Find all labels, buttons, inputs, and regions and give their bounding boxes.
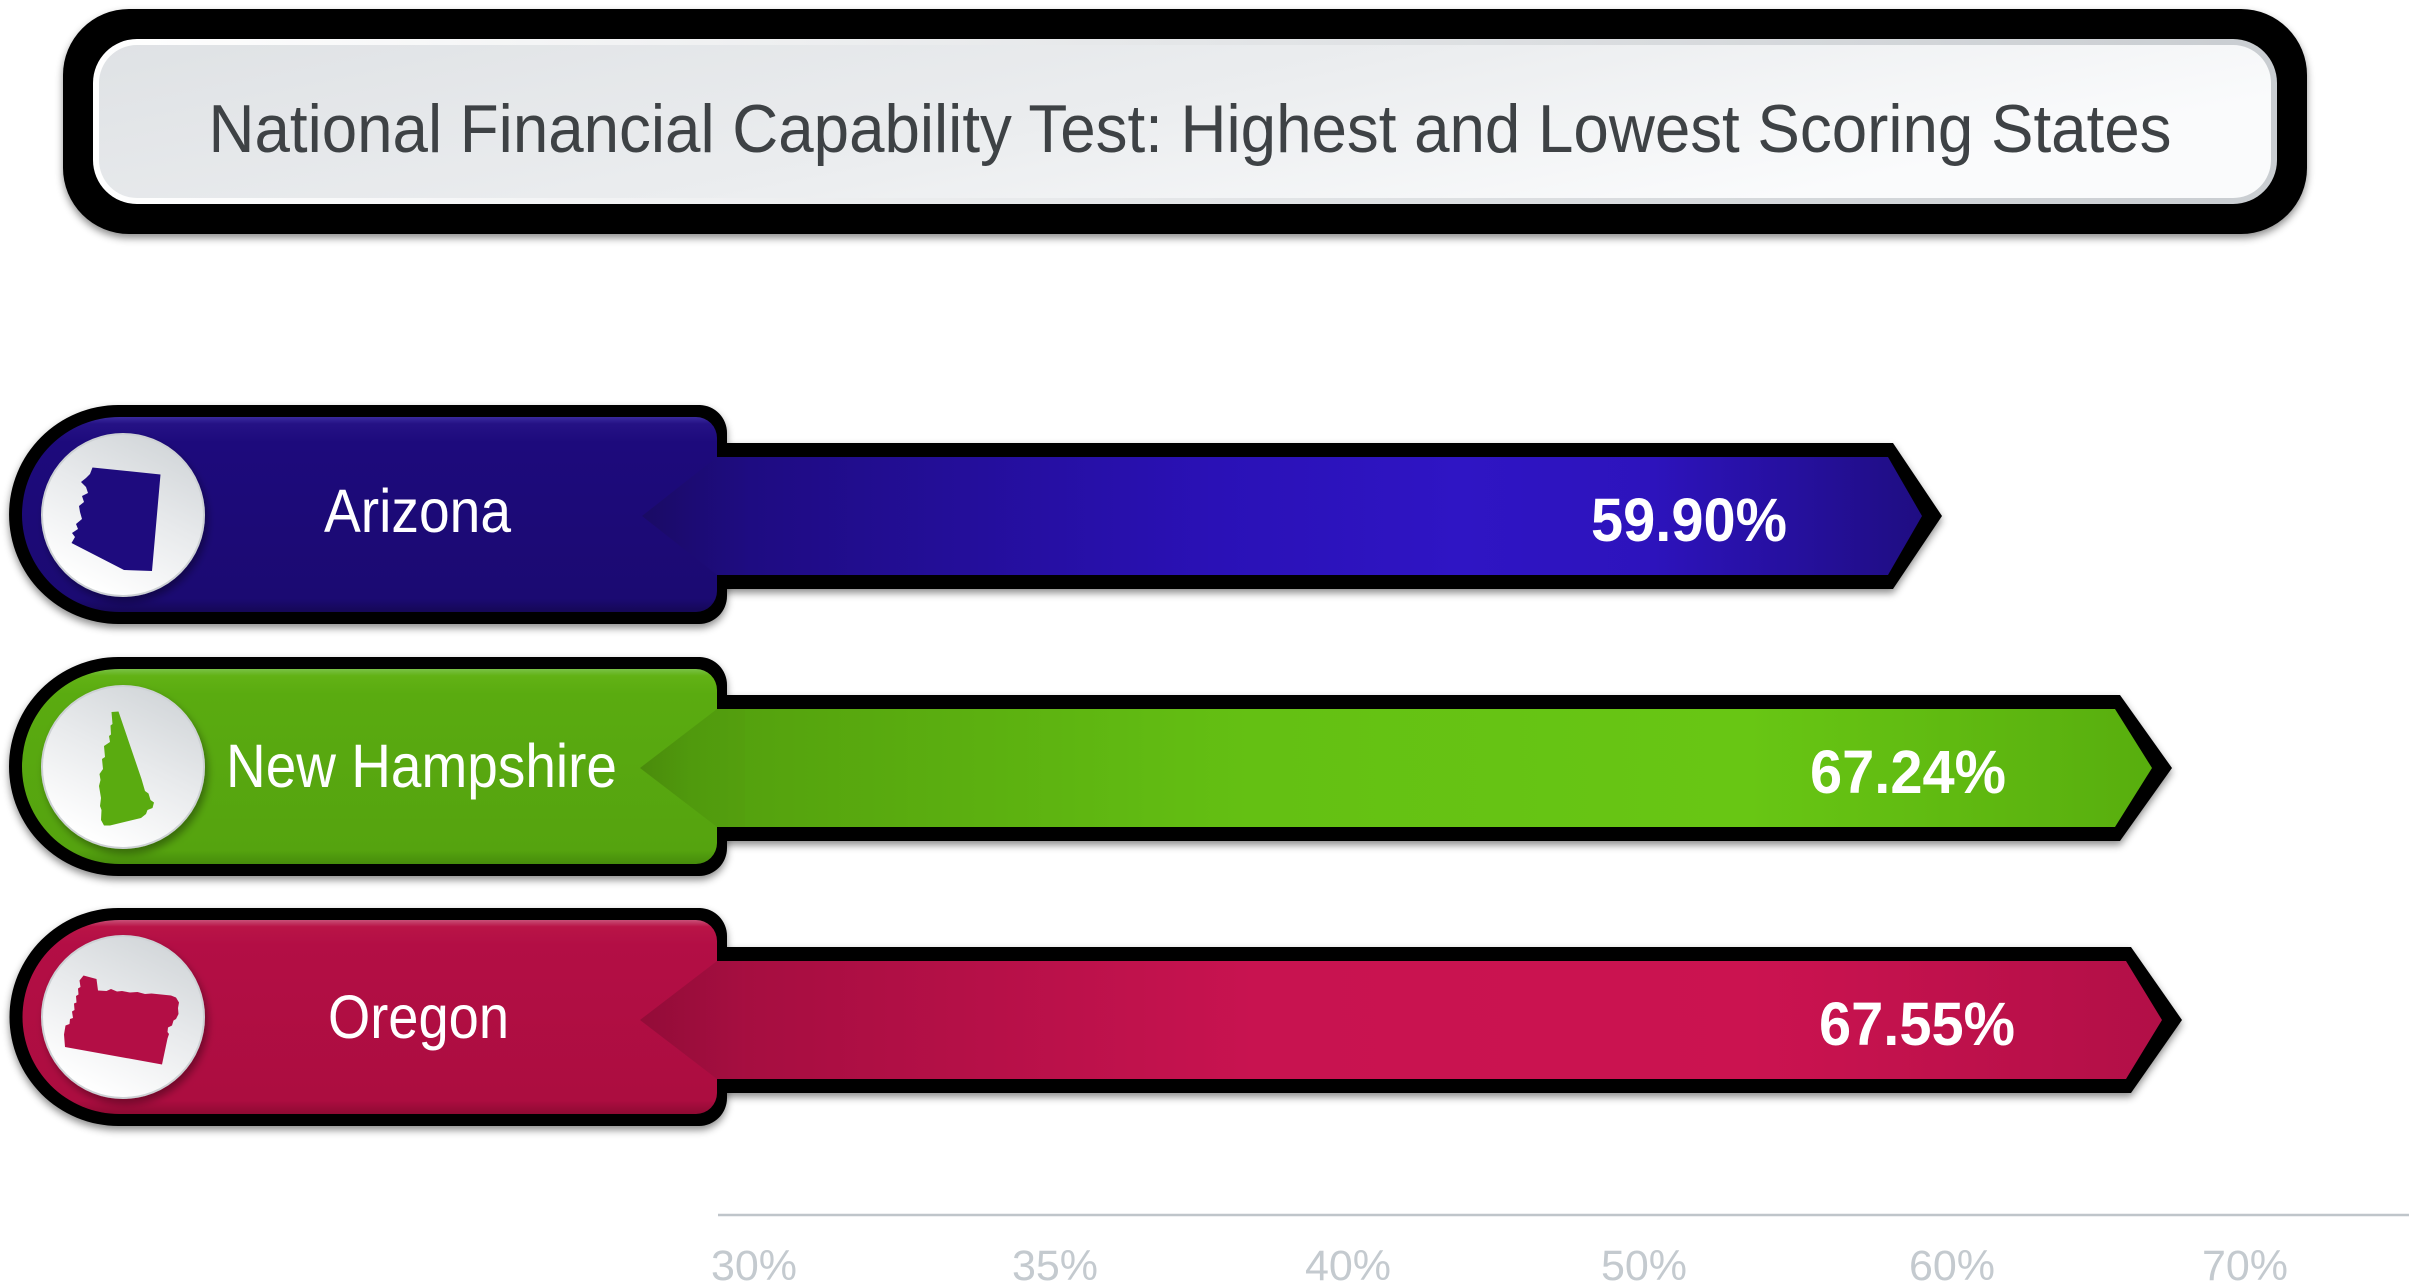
svg-text:National Financial Capability: National Financial Capability Test: High… (209, 91, 2172, 167)
svg-text:Arizona: Arizona (324, 477, 511, 545)
svg-text:40%: 40% (1305, 1242, 1391, 1287)
svg-text:60%: 60% (1909, 1242, 1995, 1287)
svg-text:Oregon: Oregon (328, 983, 509, 1051)
svg-text:70%: 70% (2202, 1242, 2288, 1287)
svg-text:67.24%: 67.24% (1810, 738, 2006, 806)
svg-text:30%: 30% (711, 1242, 797, 1287)
svg-text:35%: 35% (1012, 1242, 1098, 1287)
svg-text:67.55%: 67.55% (1819, 990, 2015, 1058)
svg-text:59.90%: 59.90% (1591, 486, 1787, 554)
svg-text:50%: 50% (1601, 1242, 1687, 1287)
svg-text:New Hampshire: New Hampshire (226, 732, 617, 800)
